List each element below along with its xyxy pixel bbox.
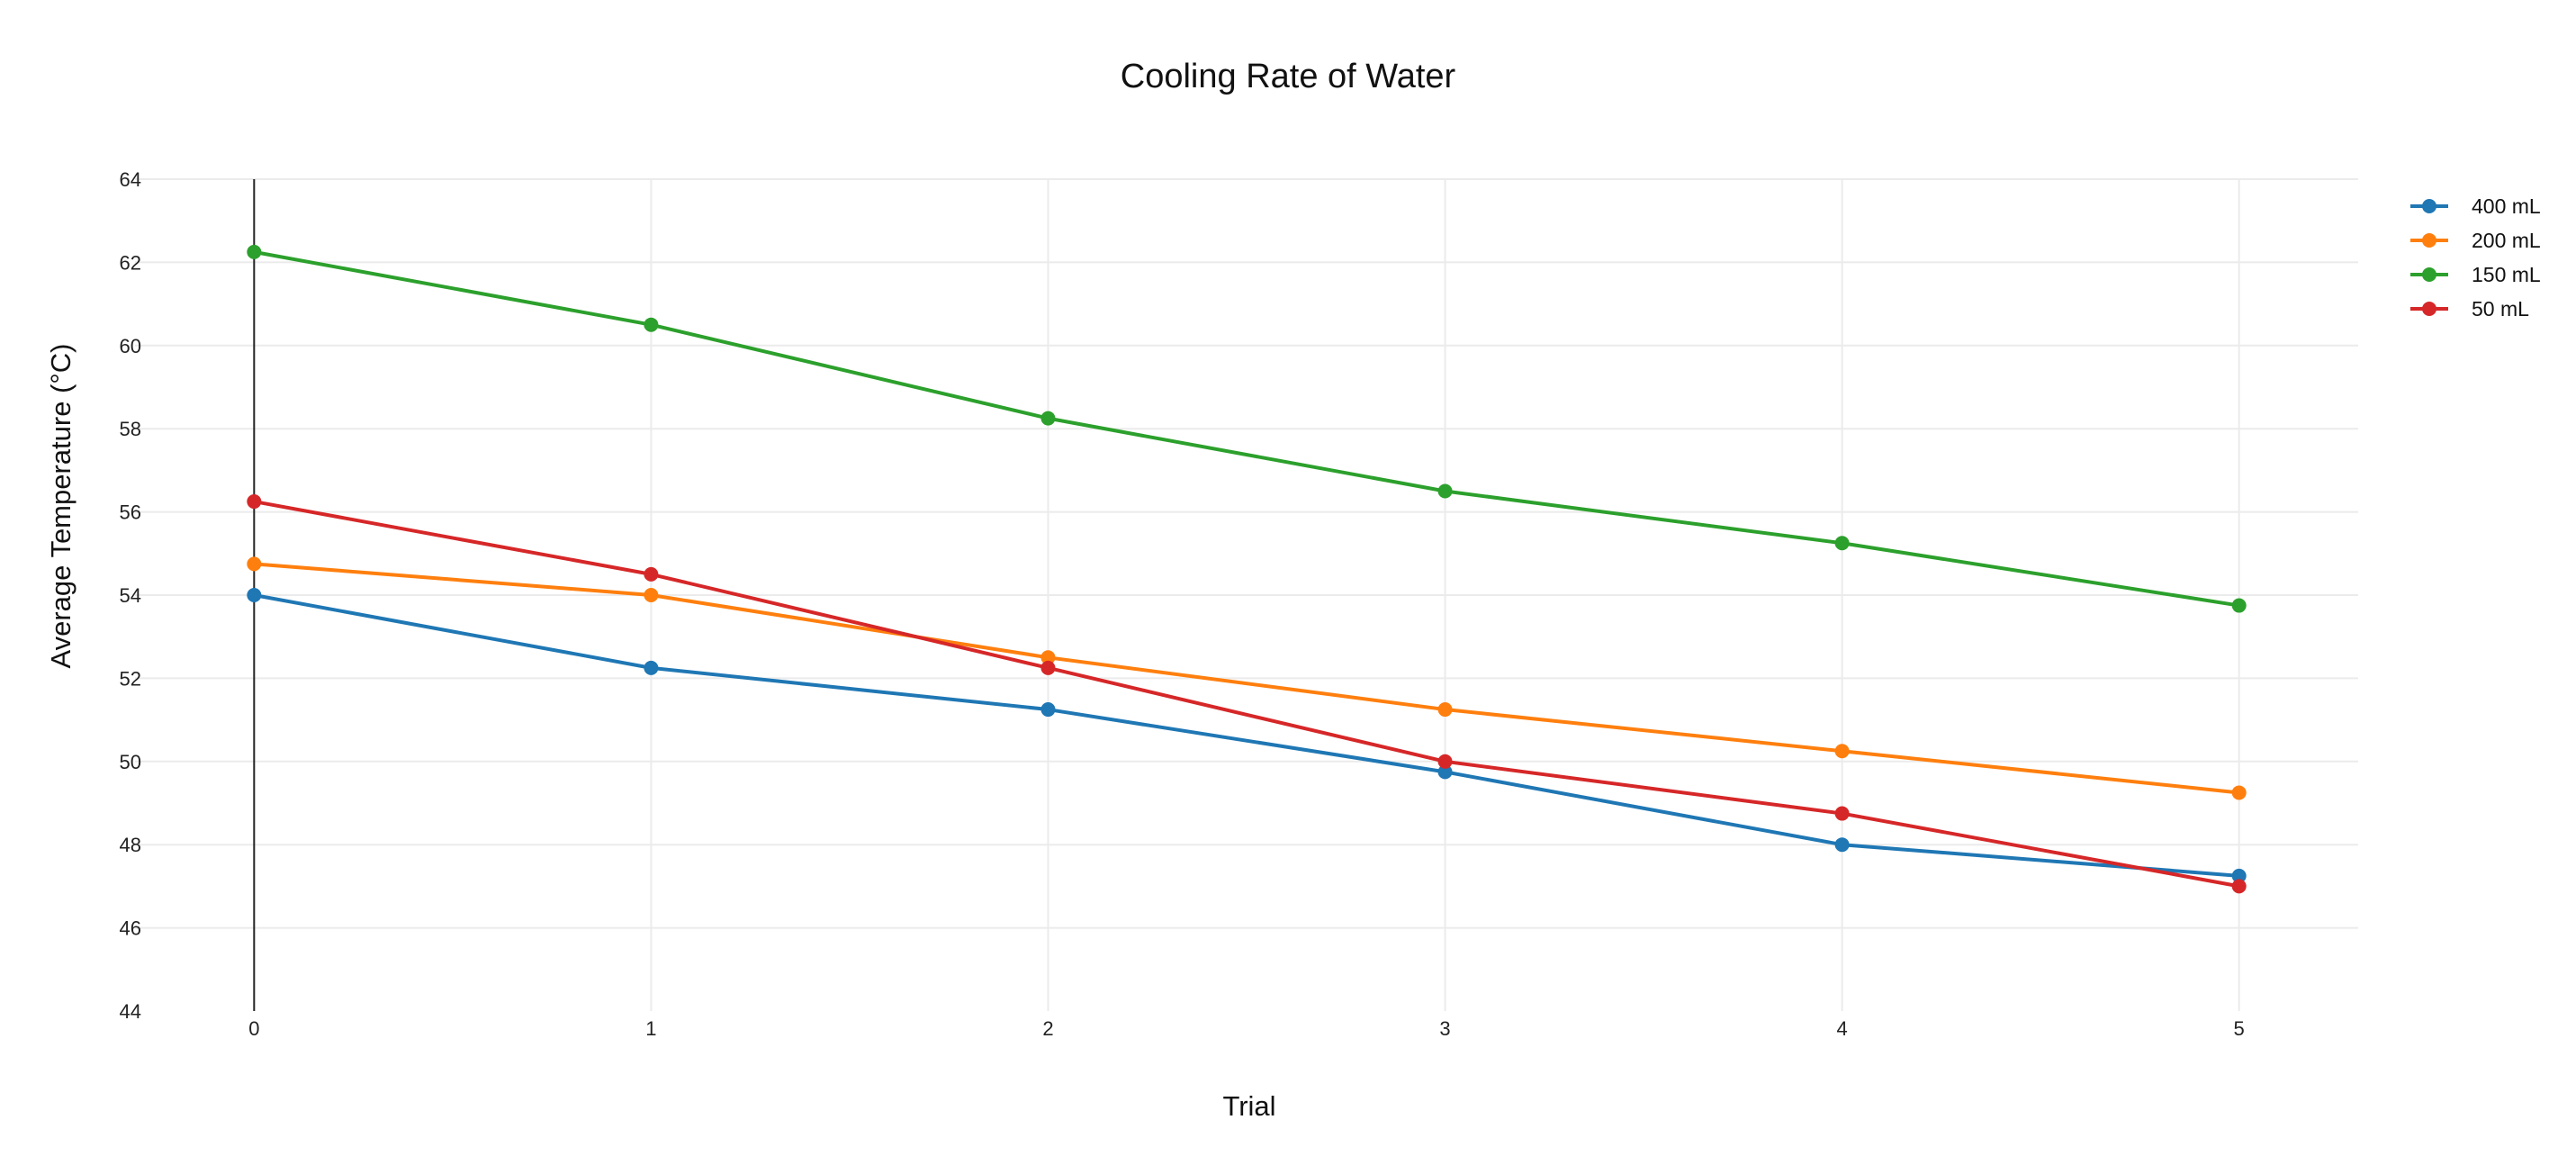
data-point[interactable] <box>1437 764 1453 780</box>
data-point[interactable] <box>247 244 262 259</box>
legend-label: 150 mL <box>2472 263 2541 286</box>
data-point[interactable] <box>1834 744 1850 759</box>
y-tick-label: 58 <box>120 418 141 440</box>
y-axis-title: Average Temperature (°C) <box>45 343 77 668</box>
legend-swatch-marker <box>2422 199 2436 213</box>
series-50-ml <box>247 494 2247 894</box>
data-point[interactable] <box>1437 702 1453 718</box>
y-tick-label: 46 <box>120 917 141 940</box>
legend-label: 50 mL <box>2472 297 2529 321</box>
series-lines <box>247 244 2247 894</box>
grid <box>135 178 2358 1011</box>
x-tick-label: 5 <box>2234 1017 2245 1040</box>
data-point[interactable] <box>1437 483 1453 499</box>
data-point[interactable] <box>1834 806 1850 821</box>
y-tick-label: 56 <box>120 501 141 524</box>
y-tick-label: 50 <box>120 751 141 773</box>
legend-label: 400 mL <box>2472 194 2541 218</box>
data-point[interactable] <box>1040 660 1056 675</box>
legend-item[interactable]: 400 mL <box>2410 194 2541 218</box>
x-tick-label: 2 <box>1042 1017 1053 1040</box>
data-point[interactable] <box>1834 536 1850 551</box>
y-tick-label: 44 <box>120 1000 141 1023</box>
data-point[interactable] <box>2231 879 2247 894</box>
y-tick-label: 52 <box>120 667 141 690</box>
data-point[interactable] <box>644 317 659 332</box>
legend[interactable]: 400 mL 200 mL 150 mL 50 mL <box>2410 194 2541 321</box>
data-point[interactable] <box>247 494 262 510</box>
data-point[interactable] <box>2231 868 2247 883</box>
y-tick-label: 60 <box>120 335 141 357</box>
series-150-ml <box>247 244 2247 613</box>
data-point[interactable] <box>644 660 659 675</box>
series-line <box>254 562 2239 795</box>
x-tick-label: 1 <box>645 1017 656 1040</box>
series-200-ml <box>247 556 2247 800</box>
series-line <box>253 500 2240 889</box>
data-point[interactable] <box>2231 598 2247 613</box>
data-point[interactable] <box>644 588 659 602</box>
chart-title: Cooling Rate of Water <box>1121 58 1456 95</box>
legend-swatch-marker <box>2422 302 2436 316</box>
series-line <box>253 249 2239 608</box>
x-tick-label: 3 <box>1439 1017 1450 1040</box>
x-tick-label: 4 <box>1836 1017 1847 1040</box>
y-tick-label: 62 <box>120 251 141 274</box>
series-400-ml <box>247 588 2247 883</box>
legend-item[interactable]: 200 mL <box>2410 229 2541 252</box>
data-point[interactable] <box>1040 411 1056 426</box>
legend-label: 200 mL <box>2472 229 2541 252</box>
y-tick-label: 54 <box>120 584 141 607</box>
legend-swatch-marker <box>2422 233 2436 248</box>
data-point[interactable] <box>1834 837 1850 853</box>
axes: 44 46 48 50 52 54 56 58 60 62 64 0 1 2 3 4 5 <box>120 168 2245 1040</box>
data-point[interactable] <box>1040 702 1056 718</box>
x-tick-label: 0 <box>248 1017 259 1040</box>
data-point[interactable] <box>1040 650 1056 665</box>
data-point[interactable] <box>644 566 659 582</box>
x-axis-title: Trial <box>1222 1090 1275 1122</box>
legend-item[interactable]: 150 mL <box>2410 263 2541 286</box>
data-point[interactable] <box>247 588 262 602</box>
data-point[interactable] <box>2231 785 2247 800</box>
y-tick-label: 64 <box>120 168 141 191</box>
data-point[interactable] <box>1437 754 1453 769</box>
legend-swatch-marker <box>2422 267 2436 282</box>
series-line <box>253 593 2239 878</box>
legend-item[interactable]: 50 mL <box>2410 297 2529 321</box>
y-tick-label: 48 <box>120 834 141 856</box>
data-point[interactable] <box>247 556 262 572</box>
